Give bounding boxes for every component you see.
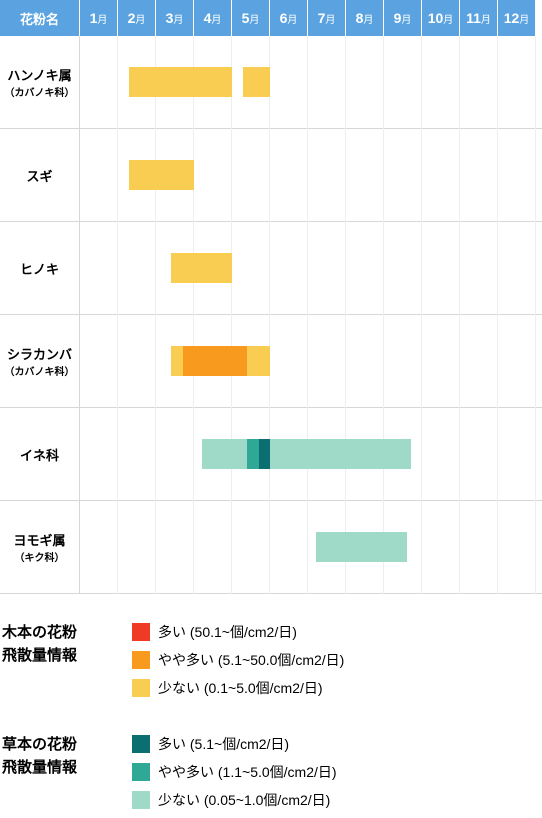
legend-swatch bbox=[132, 623, 150, 641]
header-month-5: 5月 bbox=[232, 0, 270, 36]
header-month-6: 6月 bbox=[270, 0, 308, 36]
header-month-4: 4月 bbox=[194, 0, 232, 36]
pollen-bar bbox=[259, 439, 270, 469]
legend-swatch bbox=[132, 763, 150, 781]
header-month-10: 10月 bbox=[422, 0, 460, 36]
legend-label: 少ない (0.1~5.0個/cm2/日) bbox=[158, 678, 323, 698]
header-month-1: 1月 bbox=[80, 0, 118, 36]
bar-layer bbox=[80, 222, 536, 314]
header-month-7: 7月 bbox=[308, 0, 346, 36]
bar-layer bbox=[80, 36, 536, 128]
row-months bbox=[80, 408, 536, 500]
pollen-calendar-chart: 花粉名 1月2月3月4月5月6月7月8月9月10月11月12月 ハンノキ属（カバ… bbox=[0, 0, 542, 594]
chart-rows: ハンノキ属（カバノキ科）スギヒノキシラカンバ（カバノキ科）イネ科ヨモギ属（キク科… bbox=[0, 36, 542, 594]
legend-swatch bbox=[132, 679, 150, 697]
legend-label: やや多い (5.1~50.0個/cm2/日) bbox=[158, 650, 344, 670]
row-months bbox=[80, 222, 536, 314]
pollen-row: スギ bbox=[0, 129, 542, 222]
legend-item: やや多い (1.1~5.0個/cm2/日) bbox=[132, 762, 337, 782]
row-months bbox=[80, 129, 536, 221]
legend-title: 木本の花粉飛散量情報 bbox=[2, 622, 132, 706]
legend-block: 草本の花粉飛散量情報 多い (5.1~個/cm2/日) やや多い (1.1~5.0個… bbox=[0, 734, 542, 818]
header-month-8: 8月 bbox=[346, 0, 384, 36]
legend-items: 多い (5.1~個/cm2/日) やや多い (1.1~5.0個/cm2/日) 少ない… bbox=[132, 734, 337, 818]
pollen-bar bbox=[316, 532, 407, 562]
row-months bbox=[80, 501, 536, 593]
legend-title: 草本の花粉飛散量情報 bbox=[2, 734, 132, 818]
legend-swatch bbox=[132, 651, 150, 669]
pollen-row: ヨモギ属（キク科） bbox=[0, 501, 542, 594]
bar-layer bbox=[80, 501, 536, 593]
legend-item: やや多い (5.1~50.0個/cm2/日) bbox=[132, 650, 344, 670]
bar-layer bbox=[80, 315, 536, 407]
legend-label: やや多い (1.1~5.0個/cm2/日) bbox=[158, 762, 337, 782]
pollen-bar bbox=[129, 160, 194, 190]
pollen-row: イネ科 bbox=[0, 408, 542, 501]
pollen-row: ヒノキ bbox=[0, 222, 542, 315]
pollen-bar bbox=[243, 67, 270, 97]
pollen-bar bbox=[171, 253, 232, 283]
legend-item: 多い (5.1~個/cm2/日) bbox=[132, 734, 337, 754]
header-month-12: 12月 bbox=[498, 0, 536, 36]
header-name-cell: 花粉名 bbox=[0, 0, 80, 36]
legend-item: 少ない (0.1~5.0個/cm2/日) bbox=[132, 678, 344, 698]
legend-block: 木本の花粉飛散量情報 多い (50.1~個/cm2/日) やや多い (5.1~50.… bbox=[0, 622, 542, 706]
legend-label: 多い (5.1~個/cm2/日) bbox=[158, 734, 289, 754]
row-months bbox=[80, 315, 536, 407]
header-month-9: 9月 bbox=[384, 0, 422, 36]
header-month-2: 2月 bbox=[118, 0, 156, 36]
legend-items: 多い (50.1~個/cm2/日) やや多い (5.1~50.0個/cm2/日) 少… bbox=[132, 622, 344, 706]
pollen-bar bbox=[129, 67, 232, 97]
pollen-name: ハンノキ属（カバノキ科） bbox=[0, 36, 80, 128]
header-month-3: 3月 bbox=[156, 0, 194, 36]
pollen-bar bbox=[202, 439, 411, 469]
legend-item: 多い (50.1~個/cm2/日) bbox=[132, 622, 344, 642]
pollen-name: ヨモギ属（キク科） bbox=[0, 501, 80, 593]
pollen-name: スギ bbox=[0, 129, 80, 221]
pollen-name: ヒノキ bbox=[0, 222, 80, 314]
bar-layer bbox=[80, 408, 536, 500]
pollen-name: シラカンバ（カバノキ科） bbox=[0, 315, 80, 407]
bar-layer bbox=[80, 129, 536, 221]
header-month-11: 11月 bbox=[460, 0, 498, 36]
pollen-row: シラカンバ（カバノキ科） bbox=[0, 315, 542, 408]
legend-swatch bbox=[132, 791, 150, 809]
legend-label: 多い (50.1~個/cm2/日) bbox=[158, 622, 297, 642]
pollen-name: イネ科 bbox=[0, 408, 80, 500]
row-months bbox=[80, 36, 536, 128]
legend-item: 少ない (0.05~1.0個/cm2/日) bbox=[132, 790, 337, 810]
legend-swatch bbox=[132, 735, 150, 753]
chart-header: 花粉名 1月2月3月4月5月6月7月8月9月10月11月12月 bbox=[0, 0, 542, 36]
pollen-bar bbox=[183, 346, 248, 376]
legend-label: 少ない (0.05~1.0個/cm2/日) bbox=[158, 790, 330, 810]
pollen-row: ハンノキ属（カバノキ科） bbox=[0, 36, 542, 129]
